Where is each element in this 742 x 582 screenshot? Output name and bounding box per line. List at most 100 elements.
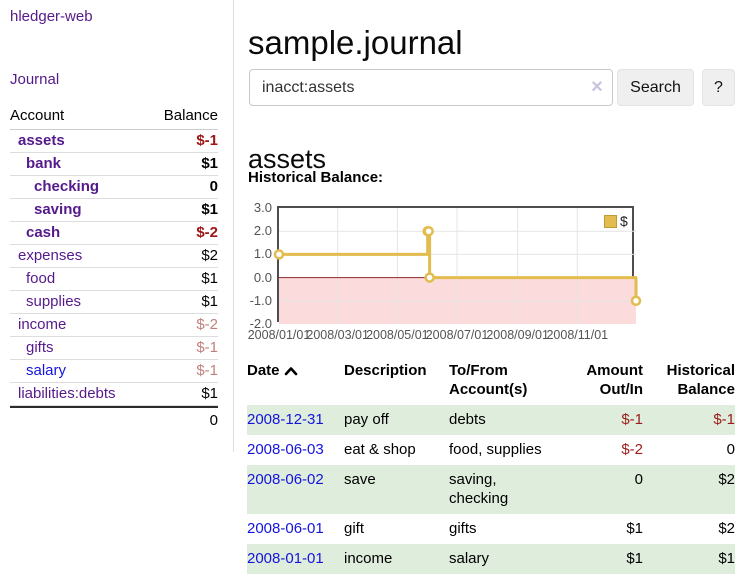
transaction-date-link[interactable]: 2008-12-31 (247, 411, 324, 428)
register-header-balance: Historical Balance (666, 362, 735, 398)
help-button[interactable]: ? (702, 69, 735, 106)
account-row-liabilities-debts: liabilities:debts $1 (10, 383, 218, 406)
register-row: 2008-06-02 save saving, checking 0 $2 (247, 465, 735, 514)
register-row: 2008-06-03 eat & shop food, supplies $-2… (247, 435, 735, 465)
main-panel: sample.journal × Search ? assets Histori… (233, 0, 742, 582)
account-link-gifts[interactable]: gifts (26, 339, 54, 356)
account-row-food: food $1 (10, 268, 218, 291)
transaction-date-link[interactable]: 2008-06-02 (247, 471, 324, 488)
transaction-balance: $2 (718, 471, 735, 488)
transaction-description: gift (344, 520, 365, 537)
search-button[interactable]: Search (617, 69, 694, 106)
account-link-salary[interactable]: salary (26, 362, 67, 379)
account-row-income: income $-2 (10, 314, 218, 337)
transaction-date-link[interactable]: 2008-06-03 (247, 441, 324, 458)
register-header-row: Date Description To/From Account(s) Amou… (247, 358, 735, 405)
account-balance: $1 (201, 201, 218, 218)
account-link-expenses[interactable]: expenses (18, 247, 83, 264)
account-link-supplies[interactable]: supplies (26, 293, 82, 310)
chart-canvas (273, 208, 642, 324)
account-balance: $-1 (196, 132, 218, 149)
transaction-balance: $-1 (713, 411, 735, 428)
register-row: 2008-06-01 gift gifts $1 $2 (247, 514, 735, 544)
legend-label: $ (620, 213, 628, 229)
legend-swatch-icon (604, 214, 617, 228)
transaction-date-link[interactable]: 2008-01-01 (247, 550, 324, 567)
account-row-cash: cash $-2 (10, 222, 218, 245)
brand-link[interactable]: hledger-web (10, 8, 93, 25)
x-axis-tick-label: 2008/05/01 (366, 328, 429, 342)
account-row-checking: checking 0 (10, 176, 218, 199)
transaction-balance: $2 (718, 520, 735, 537)
account-balance: $1 (201, 385, 218, 402)
transaction-balance: $1 (718, 550, 735, 567)
register-row: 2008-01-01 income salary $1 $1 (247, 544, 735, 574)
account-link-liabilities-debts[interactable]: liabilities:debts (18, 385, 116, 402)
account-link-checking[interactable]: checking (34, 178, 100, 195)
register-header-description: Description (344, 362, 427, 379)
transaction-amount: $1 (626, 520, 643, 537)
account-balance: 0 (209, 178, 218, 195)
y-axis-tick-label: 2.0 (253, 223, 272, 239)
accounts-header-balance: Balance (163, 107, 218, 124)
historical-balance-chart: $ 3.0 2.0 1.0 0.0 -1.0 -2.0 2008/01/01 2008/03/… (246, 200, 686, 348)
transaction-description: save (344, 471, 376, 488)
account-balance: $1 (201, 155, 218, 172)
sidebar-item-journal[interactable]: Journal (10, 71, 60, 88)
clear-search-icon[interactable]: × (591, 76, 603, 98)
transaction-amount: $-2 (621, 441, 643, 458)
x-axis-tick-label: 2008/03/01 (306, 328, 369, 342)
account-balance: $2 (201, 247, 218, 264)
transaction-accounts: gifts (449, 520, 477, 537)
accounts-header-account: Account (10, 107, 65, 124)
transaction-accounts: saving, checking (449, 471, 509, 507)
chart-plot-area (273, 206, 642, 324)
register-header-amount: Amount Out/In (586, 362, 643, 398)
register-table: Date Description To/From Account(s) Amou… (247, 358, 735, 574)
x-axis-tick-label: 2008/09/01 (486, 328, 549, 342)
transaction-balance: 0 (726, 441, 735, 458)
sidebar-divider (233, 0, 234, 452)
transaction-amount: 0 (634, 471, 643, 488)
register-header-date-label: Date (247, 362, 280, 379)
transaction-accounts: debts (449, 411, 486, 428)
account-balance: $1 (201, 270, 218, 287)
y-axis-tick-label: 3.0 (253, 200, 272, 215)
transaction-description: eat & shop (344, 441, 416, 458)
account-row-expenses: expenses $2 (10, 245, 218, 268)
account-link-bank[interactable]: bank (26, 155, 62, 172)
account-heading: assets (248, 144, 327, 175)
account-link-assets[interactable]: assets (18, 132, 65, 149)
search-input[interactable] (249, 69, 613, 106)
page-title: sample.journal (248, 24, 463, 62)
account-link-cash[interactable]: cash (26, 224, 61, 241)
transaction-amount: $1 (626, 550, 643, 567)
register-header-date[interactable]: Date (247, 358, 344, 405)
transaction-description: pay off (344, 411, 389, 428)
historical-balance-label: Historical Balance: (248, 169, 384, 186)
transaction-date-link[interactable]: 2008-06-01 (247, 520, 324, 537)
account-link-food[interactable]: food (26, 270, 56, 287)
account-balance: $-2 (196, 316, 218, 333)
account-row-supplies: supplies $1 (10, 291, 218, 314)
account-row-assets: assets $-1 (10, 130, 218, 153)
y-axis-tick-label: -1.0 (249, 292, 272, 308)
transaction-description: income (344, 550, 393, 567)
account-row-salary: salary $-1 (10, 360, 218, 383)
account-row-gifts: gifts $-1 (10, 337, 218, 360)
account-link-income[interactable]: income (18, 316, 67, 333)
account-row-bank: bank $1 (10, 153, 218, 176)
accounts-total-value: 0 (209, 412, 218, 429)
y-axis-tick-label: -2.0 (249, 316, 272, 331)
accounts-total-row: 0 (10, 406, 218, 433)
y-axis-tick-label: 1.0 (253, 246, 272, 262)
account-link-saving[interactable]: saving (34, 201, 82, 218)
accounts-table: Account Balance assets $-1 bank $1 check… (10, 103, 218, 433)
sort-ascending-icon (284, 362, 298, 381)
accounts-table-header: Account Balance (10, 103, 218, 130)
transaction-accounts: food, supplies (449, 441, 542, 458)
account-balance: $1 (201, 293, 218, 310)
x-axis-tick-label: 2008/01/01 (247, 328, 311, 342)
search-bar: × Search ? (233, 68, 742, 106)
y-axis-tick-label: 0.0 (253, 269, 272, 285)
